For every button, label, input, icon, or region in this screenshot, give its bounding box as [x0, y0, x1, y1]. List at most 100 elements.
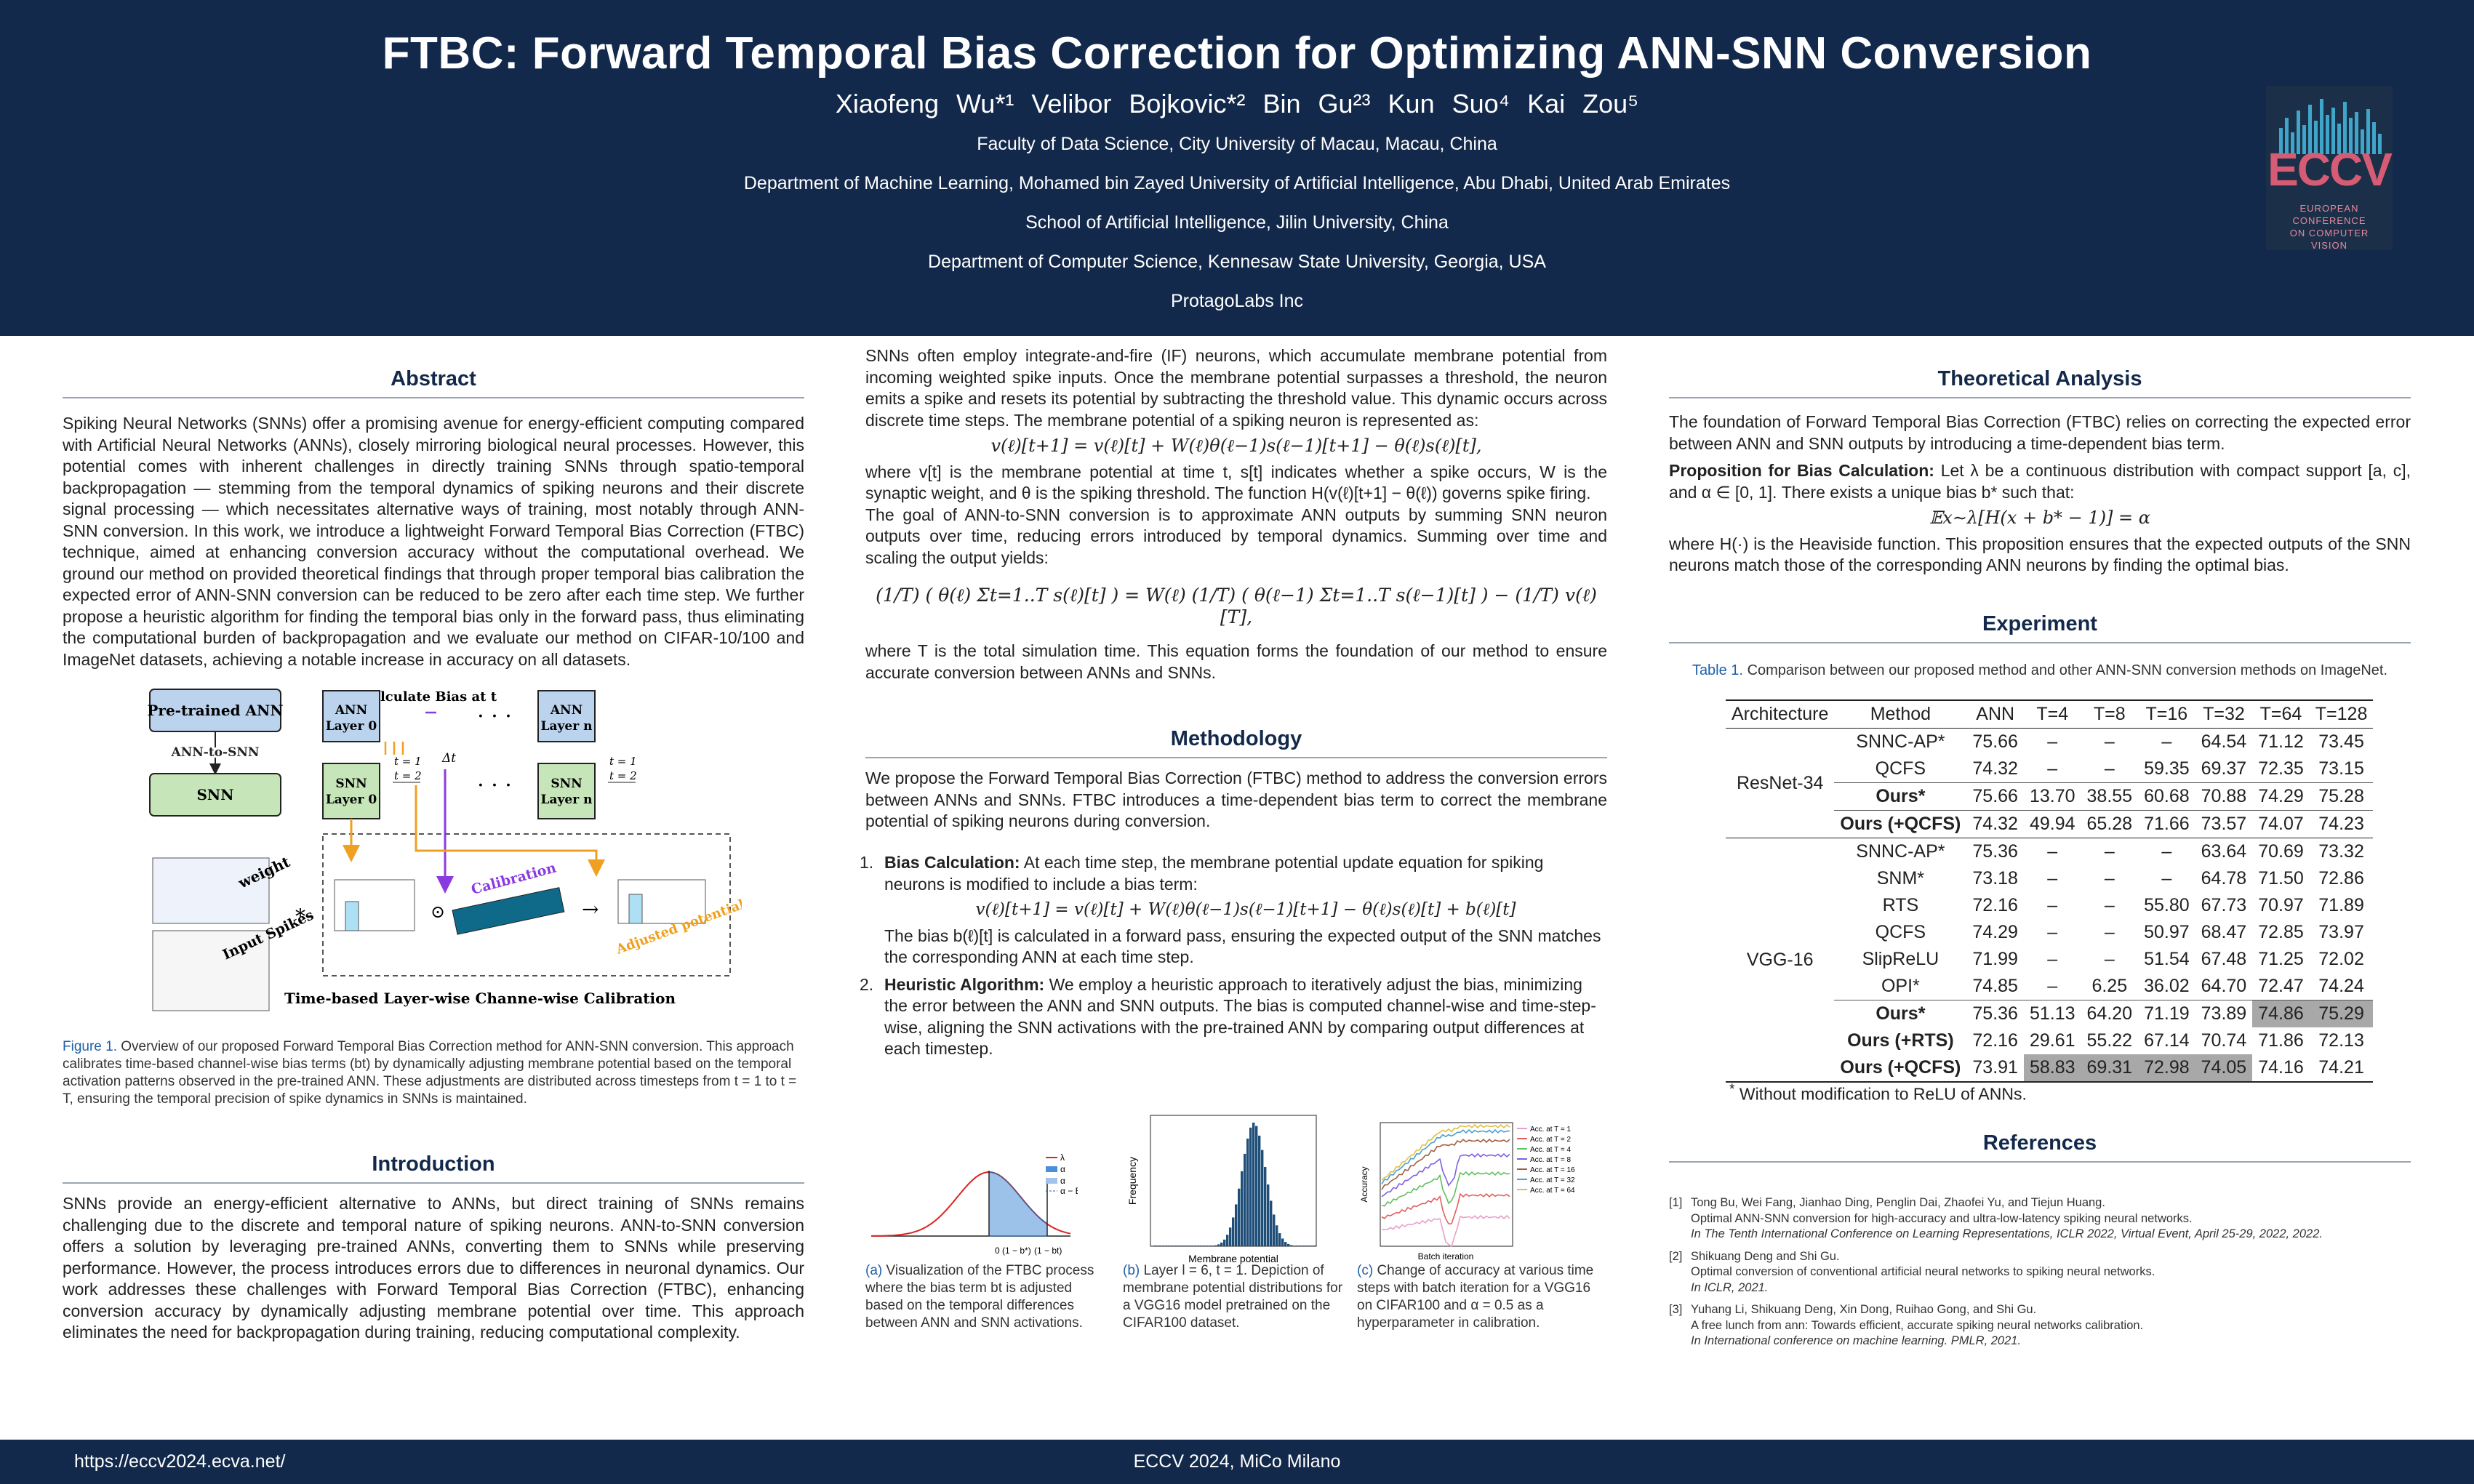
value-cell: – [2047, 731, 2058, 752]
svg-text:Layer 0: Layer 0 [326, 793, 377, 807]
svg-text:Layer 0: Layer 0 [326, 719, 377, 734]
accuracy-line [1381, 1128, 1510, 1185]
value-cell: 72.02 [2318, 949, 2364, 969]
author-list: Xiaofeng Wu*¹ Velibor Bojkovic*² Bin Gu²… [0, 89, 2474, 119]
histogram-bar [1261, 1150, 1264, 1246]
value-cell: 51.54 [2144, 949, 2190, 969]
value-cell: 50.97 [2144, 922, 2190, 942]
snn-box [149, 773, 281, 817]
author: Bin Gu²³ [1262, 89, 1371, 119]
value-cell: 72.16 [1972, 895, 2018, 915]
table-row: SlipReLU 71.99 – – 51.54 67.48 71.25 72.02 [1726, 946, 2373, 973]
value-cell: – [2047, 976, 2058, 996]
abstract-heading: Abstract [63, 367, 804, 398]
value-cell: 64.70 [2201, 976, 2247, 996]
value-cell: 59.35 [2144, 758, 2190, 779]
value-cell: 73.15 [2318, 758, 2364, 779]
affiliation: School of Artificial Intelligence, Jilin… [1025, 212, 1449, 233]
theory-heading: Theoretical Analysis [1669, 367, 2411, 398]
table-footnote: * Without modification to ReLU of ANNs. [1729, 1082, 2027, 1104]
legend-label: Acc. at T = 16 [1530, 1166, 1575, 1174]
legend-label: Acc. at T = 4 [1530, 1146, 1571, 1154]
histogram-bar [1287, 1243, 1290, 1246]
table-row: SNM* 73.18 – – – 64.78 71.50 72.86 [1726, 865, 2373, 892]
table-row: Ours (+QCFS) 73.91 58.83 69.31 72.98 74.05 74.… [1726, 1054, 2374, 1083]
table-header-cell: T=32 [2195, 699, 2253, 729]
value-cell: 72.85 [2258, 922, 2304, 942]
calc-bias-label: Calculate Bias at t [361, 689, 497, 705]
histogram-bar [1252, 1123, 1255, 1246]
legend-label: Acc. at T = 32 [1530, 1176, 1575, 1184]
value-cell: 71.19 [2138, 1000, 2195, 1027]
value-cell: – [2104, 758, 2115, 779]
svg-text:Frequency: Frequency [1126, 1157, 1138, 1205]
value-cell: 55.80 [2144, 895, 2190, 915]
conference-url[interactable]: https://eccv2024.ecva.net/ [74, 1451, 286, 1472]
value-cell: 67.14 [2144, 1030, 2190, 1051]
histogram-bar [1244, 1153, 1246, 1246]
value-cell: 70.88 [2195, 782, 2253, 811]
histogram-bar [1273, 1214, 1276, 1246]
method-cell: RTS [1882, 895, 1919, 915]
value-cell: – [2104, 895, 2115, 915]
value-cell: 68.47 [2201, 922, 2247, 942]
value-cell: – [2104, 731, 2115, 752]
conference-name: ECCV 2024, MiCo Milano [1133, 1451, 1341, 1472]
svg-text:(1 − b*): (1 − b*) [1002, 1246, 1031, 1256]
introduction-text: SNNs provide an energy-efficient alterna… [63, 1194, 804, 1341]
method-cell: OPI* [1881, 976, 1920, 996]
reference-list: [1] Tong Bu, Wei Fang, Jianhao Ding, Peng… [1669, 1195, 2411, 1356]
value-cell: 73.32 [2309, 838, 2374, 865]
method-cell: QCFS [1875, 922, 1926, 942]
value-cell: 73.89 [2195, 1000, 2253, 1027]
table-row: Ours* 75.66 13.70 38.55 60.68 70.88 74.29 75.28 [1726, 782, 2374, 811]
svg-text:(1 − bt): (1 − bt) [1034, 1246, 1062, 1256]
svg-text:Membrane potential: Membrane potential [1188, 1253, 1278, 1264]
histogram-bar [1278, 1233, 1281, 1246]
svg-text:SNN: SNN [335, 777, 367, 791]
value-cell: 75.29 [2309, 1000, 2374, 1027]
value-cell: – [2047, 949, 2058, 969]
value-cell: 75.66 [1966, 782, 2024, 811]
svg-text:t = 2: t = 2 [609, 769, 637, 782]
svg-text:Batch iteration: Batch iteration [1418, 1251, 1474, 1262]
value-cell: 75.36 [1966, 838, 2024, 865]
histogram-bar [1217, 1244, 1220, 1246]
reference-item: [2] Shikuang Deng and Shi Gu. Optimal conv… [1669, 1249, 2155, 1294]
accuracy-line [1381, 1214, 1510, 1248]
architecture-cell: ResNet-34 [1736, 772, 1824, 793]
value-cell: 69.37 [2201, 758, 2247, 779]
value-cell: – [2138, 838, 2195, 865]
value-cell: 67.48 [2201, 949, 2247, 969]
figure1-footer: Time-based Layer-wise Channe-wise Calibr… [284, 990, 676, 1007]
value-cell: 74.05 [2195, 1054, 2253, 1083]
value-cell: 71.66 [2138, 810, 2195, 838]
abstract-text: Spiking Neural Networks (SNNs) offer a p… [63, 414, 804, 669]
histogram-bar [1220, 1242, 1223, 1246]
value-cell: 74.32 [1972, 758, 2018, 779]
value-cell: 72.98 [2138, 1054, 2195, 1083]
method-cell: Ours (+QCFS) [1834, 1054, 1967, 1083]
value-cell: 73.91 [1966, 1054, 2024, 1083]
value-cell: 71.86 [2258, 1030, 2304, 1051]
legend-label: Acc. at T = 2 [1530, 1136, 1571, 1144]
value-cell: 74.24 [2318, 976, 2364, 996]
svg-text:α − Et: α − Et [1060, 1186, 1078, 1196]
method-cell: Ours (+QCFS) [1834, 810, 1967, 838]
histogram-bar [1290, 1245, 1293, 1246]
introduction-heading: Introduction [63, 1152, 804, 1184]
value-cell: 73.57 [2195, 810, 2253, 838]
table-caption: Table 1. Comparison between our proposed… [1692, 662, 2388, 678]
value-cell: 71.12 [2258, 731, 2304, 752]
table-row: QCFS 74.32 – – 59.35 69.37 72.35 73.15 [1726, 755, 2373, 783]
value-cell: 74.29 [1972, 922, 2018, 942]
logo-word: ECCV [2267, 143, 2393, 196]
pretrained-label: Pre-trained ANN [147, 702, 283, 719]
value-cell: 74.21 [2309, 1054, 2374, 1083]
histogram-bar [1232, 1217, 1235, 1246]
value-cell: 38.55 [2081, 782, 2139, 811]
value-cell: – [2047, 758, 2058, 779]
value-cell: – [2047, 922, 2058, 942]
svg-text:Layer n: Layer n [541, 719, 593, 734]
calibration-region [322, 833, 731, 976]
